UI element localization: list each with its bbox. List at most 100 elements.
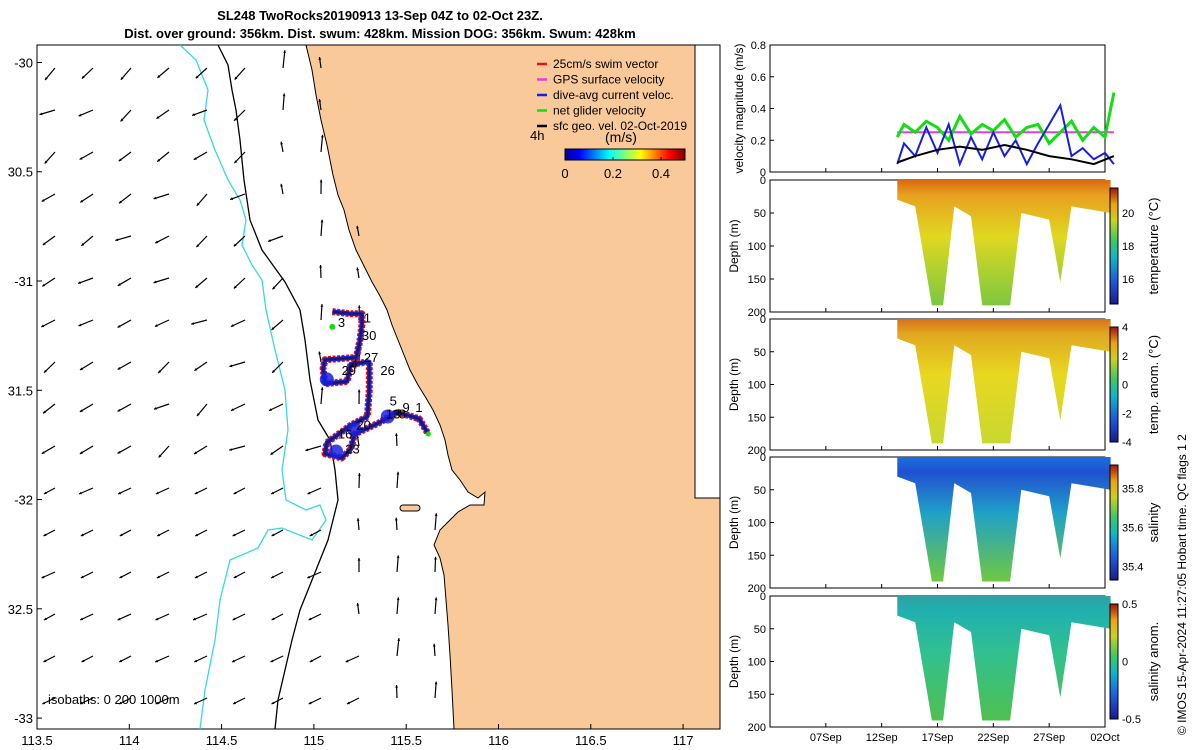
map-xtick-label: 114.5 [206,733,238,748]
velocity-vector [320,387,323,405]
colorbar-label: temp. anom. (°C) [1146,335,1161,434]
velocity-vector-head [270,659,274,663]
map-xtick-label: 114 [119,733,140,748]
day-label: 3 [338,315,345,330]
colorbar-label: salinity [1146,502,1161,542]
velocity-vector-head [271,327,275,330]
colorbar-tick-label: 35.6 [1122,522,1143,534]
velocity-vector-head [117,617,121,621]
velocity-vector-head [43,410,46,414]
velocity-vector-head [80,575,84,579]
day-label: 5 [390,394,397,409]
velocity-vector-head [42,283,46,287]
day-label: 26 [380,363,394,378]
section-panel: 0 50 100 150 200 Depth (m) -4 -2 0 2 4 temp. anom. … [727,314,1161,457]
velocity-vector-head [194,367,198,371]
map-ytick-label: 31.5 [8,383,33,398]
velocity-vector-head [395,684,399,688]
legend-entry: sfc geo. vel. 02-Oct-2019 [553,119,687,133]
velocity-vector-head [118,200,122,204]
velocity-vector-head [41,324,45,328]
day-label: 4 [351,356,358,371]
legend-entry: GPS surface velocity [553,73,664,87]
depth-tick-label: 200 [748,583,766,595]
speed-colorbar: 4h (m/s) 0 0.2 0.4 [530,128,686,181]
velocity-vector-head [356,267,360,271]
colorbar-tick-label: -2 [1122,408,1132,420]
depth-tick-label: 0 [760,314,766,326]
velocity-vector-head [233,243,237,247]
day-label: 1 [364,311,371,326]
depth-tick-label: 150 [748,412,766,424]
velocity-vector-head [194,575,198,579]
day-label: 27 [364,350,378,365]
track-cluster [347,422,362,437]
velocity-vector-head [153,407,157,410]
velocity-vector-head [78,323,82,327]
isobath-200m [217,45,339,729]
velocity-vector-head [345,659,349,663]
depth-tick-label: 200 [748,722,766,734]
section-colorbar [1109,187,1119,305]
day-label: 8 [399,407,406,422]
velocity-vector-head [272,286,276,290]
velocity-vector-head [356,518,360,521]
velocity-series-line [896,143,1115,166]
day-label: 30 [362,328,376,343]
depth-tick-label: 0 [760,175,766,187]
velocity-vector [396,555,399,573]
map-axis-ticks: 113.5 114 114.5 115 115.5 116 116.5 117-3030.5-… [8,55,694,748]
velocity-vector-head [191,322,195,325]
velocity-vector-head [230,408,234,411]
colorbar-tick-label: 0 [1122,657,1128,669]
time-tick-label: 07Sep [810,732,842,744]
map-xtick-label: 116 [488,733,509,748]
colorbar-label: temperature (°C) [1146,198,1161,295]
time-axis-ticks: 07Sep 12Sep 17Sep 22Sep 27Sep 02Oct [810,168,1120,744]
velocity-vector-head [153,196,157,200]
velocity-vector-head [118,491,122,495]
velocity-vector-head [43,659,47,663]
section-colorbar [1109,326,1119,443]
velocity-ytick-label: 0 [760,167,766,179]
colorbar-tick-label: 0.5 [1122,599,1137,611]
velocity-vector-head [271,533,275,537]
velocity-vector-head [271,617,275,621]
map-xtick-label: 115.5 [390,733,422,748]
velocity-vector [320,134,324,153]
velocity-vector [267,235,284,242]
velocity-vector-head [229,364,233,368]
colorbar-tick-label: 2 [1122,351,1128,363]
velocity-vector-head [319,179,323,183]
velocity-series-line [895,92,1116,146]
day-label: 9 [402,400,409,415]
velocity-vector-head [156,575,160,579]
section-field [897,457,1111,582]
section-colorbar [1109,603,1119,720]
time-tick-label: 22Sep [977,732,1009,744]
velocity-vector-head [120,118,124,122]
velocity-vector-head [194,659,198,663]
velocity-vector-head [119,533,123,537]
velocity-vector-head [192,113,196,116]
velocity-vector-head [309,659,313,663]
colorbar-tick-label: 0.2 [604,166,622,181]
legend-entry: net glider velocity [553,104,646,118]
map-legend: 25cm/s swim vector GPS surface velocitydi… [537,57,687,133]
velocity-vector-head [272,369,276,373]
rottnest-island [399,504,421,512]
velocity-vector [320,303,323,321]
velocity-vector-head [356,603,360,606]
depth-tick-label: 150 [748,689,766,701]
colorbar-tick-label: 18 [1122,241,1134,253]
colorbar-tick-label: -0.5 [1122,714,1141,726]
velocity-vector-head [307,575,311,579]
velocity-vector-head [434,513,438,517]
velocity-vector-head [41,198,45,202]
velocity-vector-head [357,558,361,561]
velocity-vector-head [39,112,43,116]
velocity-ytick-label: 0.6 [751,72,766,84]
colorbar-scale [564,148,686,161]
